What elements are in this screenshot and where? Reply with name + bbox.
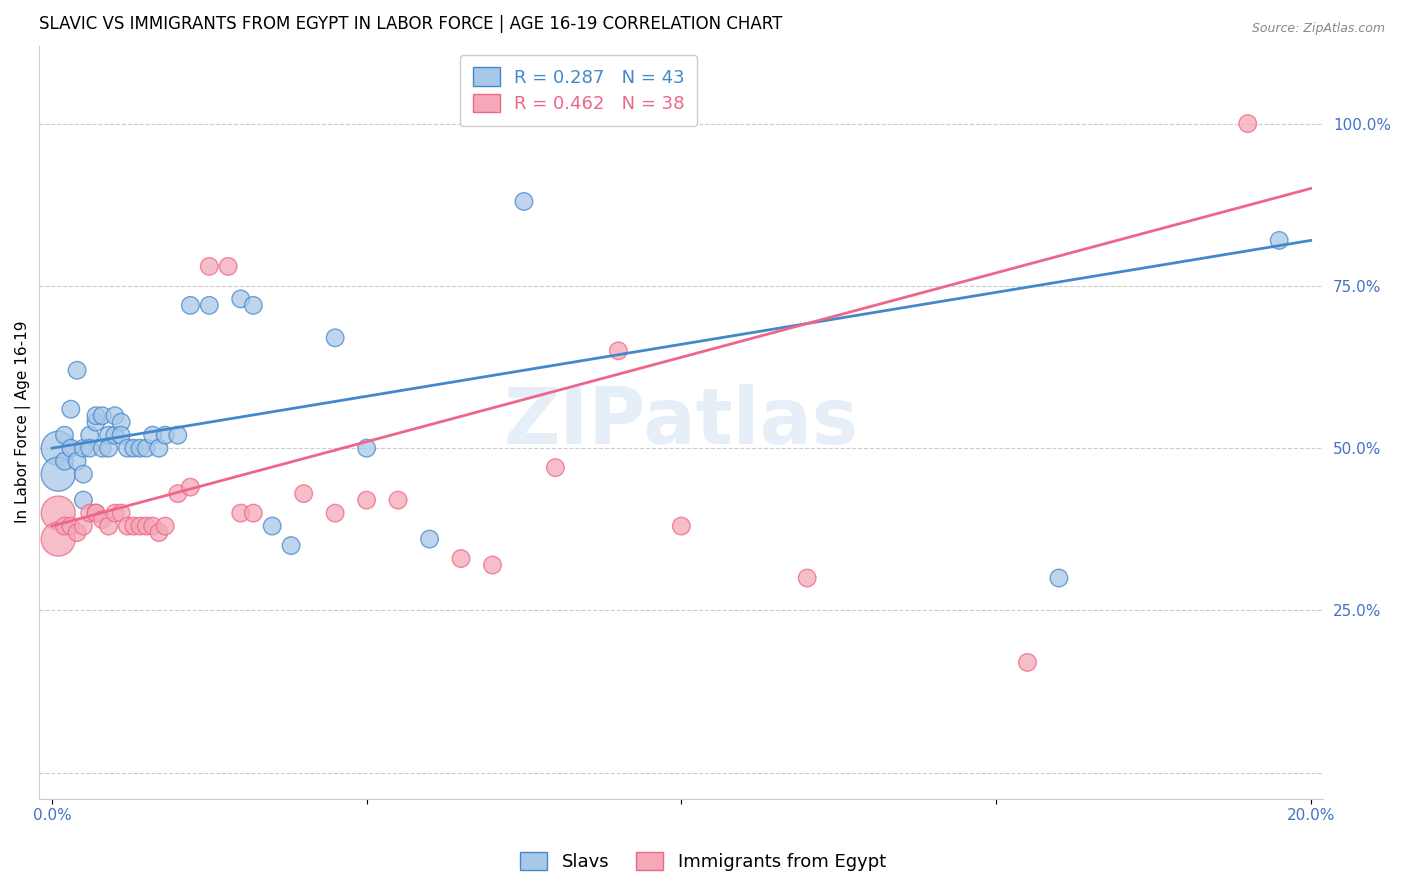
Point — [242, 298, 264, 312]
Point — [72, 441, 94, 455]
Point — [356, 441, 378, 455]
Point — [104, 506, 127, 520]
Point — [155, 428, 177, 442]
Point — [117, 441, 139, 455]
Point — [129, 519, 152, 533]
Point — [513, 194, 536, 209]
Point — [155, 519, 177, 533]
Point — [46, 467, 69, 482]
Point — [72, 519, 94, 533]
Point — [262, 519, 284, 533]
Point — [323, 506, 346, 520]
Point — [66, 454, 89, 468]
Point — [280, 539, 302, 553]
Point — [148, 441, 170, 455]
Legend: R = 0.287   N = 43, R = 0.462   N = 38: R = 0.287 N = 43, R = 0.462 N = 38 — [460, 54, 697, 126]
Point — [135, 519, 157, 533]
Point — [110, 506, 132, 520]
Point — [97, 519, 120, 533]
Point — [91, 409, 114, 423]
Point — [122, 441, 145, 455]
Point — [1236, 117, 1258, 131]
Point — [66, 525, 89, 540]
Point — [84, 506, 107, 520]
Point — [1047, 571, 1070, 585]
Point — [79, 441, 101, 455]
Point — [46, 441, 69, 455]
Point — [148, 525, 170, 540]
Point — [166, 486, 188, 500]
Point — [179, 298, 201, 312]
Point — [544, 460, 567, 475]
Point — [198, 260, 221, 274]
Point — [59, 441, 82, 455]
Point — [79, 428, 101, 442]
Point — [72, 493, 94, 508]
Point — [59, 519, 82, 533]
Point — [129, 441, 152, 455]
Point — [53, 519, 76, 533]
Legend: Slavs, Immigrants from Egypt: Slavs, Immigrants from Egypt — [513, 845, 893, 879]
Point — [607, 343, 630, 358]
Point — [97, 428, 120, 442]
Point — [79, 506, 101, 520]
Point — [84, 506, 107, 520]
Point — [59, 402, 82, 417]
Point — [53, 428, 76, 442]
Point — [481, 558, 503, 572]
Point — [356, 493, 378, 508]
Point — [142, 428, 165, 442]
Point — [117, 519, 139, 533]
Point — [450, 551, 472, 566]
Point — [323, 331, 346, 345]
Point — [91, 441, 114, 455]
Point — [84, 409, 107, 423]
Point — [110, 415, 132, 429]
Point — [104, 409, 127, 423]
Point — [122, 519, 145, 533]
Point — [84, 415, 107, 429]
Point — [1268, 234, 1291, 248]
Point — [292, 486, 315, 500]
Point — [229, 506, 252, 520]
Point — [46, 532, 69, 546]
Point — [1017, 656, 1039, 670]
Point — [66, 363, 89, 377]
Point — [135, 441, 157, 455]
Point — [796, 571, 818, 585]
Point — [242, 506, 264, 520]
Point — [104, 428, 127, 442]
Point — [53, 454, 76, 468]
Point — [110, 428, 132, 442]
Point — [217, 260, 239, 274]
Point — [387, 493, 409, 508]
Point — [46, 506, 69, 520]
Point — [671, 519, 693, 533]
Point — [166, 428, 188, 442]
Point — [179, 480, 201, 494]
Text: Source: ZipAtlas.com: Source: ZipAtlas.com — [1251, 22, 1385, 36]
Text: SLAVIC VS IMMIGRANTS FROM EGYPT IN LABOR FORCE | AGE 16-19 CORRELATION CHART: SLAVIC VS IMMIGRANTS FROM EGYPT IN LABOR… — [39, 15, 783, 33]
Point — [419, 532, 441, 546]
Point — [97, 441, 120, 455]
Point — [91, 513, 114, 527]
Point — [198, 298, 221, 312]
Point — [72, 467, 94, 482]
Text: ZIPatlas: ZIPatlas — [503, 384, 859, 460]
Y-axis label: In Labor Force | Age 16-19: In Labor Force | Age 16-19 — [15, 321, 31, 524]
Point — [229, 292, 252, 306]
Point — [142, 519, 165, 533]
